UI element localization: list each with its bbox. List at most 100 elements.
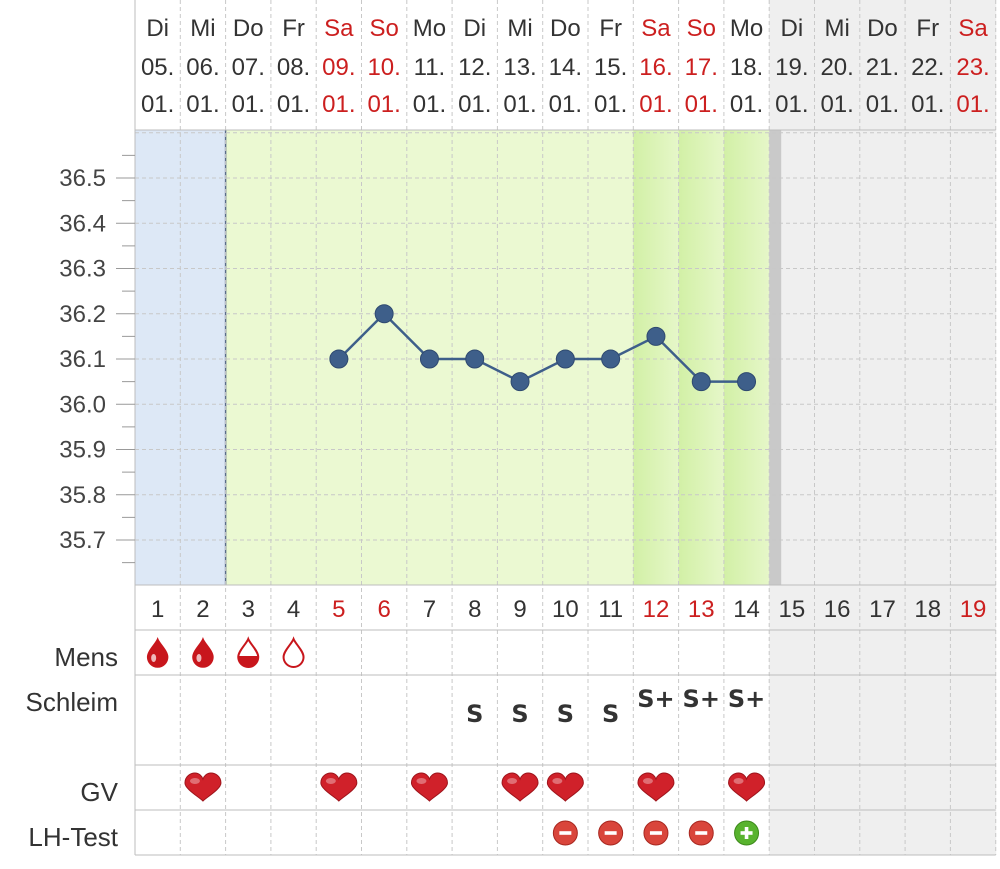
date-header: Di 05. 01. Mi 06. 01. Do 07. 01. Fr 08. 01. Sa 09. 01.… (141, 15, 990, 118)
row-label-lh-test: LH-Test (28, 822, 118, 852)
header-weekday: Mi (190, 15, 215, 42)
header-weekday: Do (867, 15, 898, 42)
header-weekday: Mo (730, 15, 763, 42)
header-month: 01. (186, 91, 219, 118)
header-date: 19. (775, 54, 808, 81)
header-month: 01. (594, 91, 627, 118)
lh-negative-icon (643, 820, 669, 846)
y-tick-label: 36.5 (59, 165, 106, 192)
phase-cell-day-2 (180, 130, 227, 585)
heart-icon (501, 772, 539, 802)
row-labels: Mens Schleim GV LH-Test (26, 642, 119, 852)
header-date: 07. (232, 54, 265, 81)
heart-icon (637, 772, 675, 802)
y-tick-label: 36.2 (59, 301, 106, 328)
temperature-point-day-9[interactable] (510, 372, 530, 392)
row-label-gv: GV (80, 777, 118, 807)
phase-cell-day-14 (723, 130, 770, 585)
cycle-day-number: 19 (960, 596, 987, 623)
header-month: 01. (232, 91, 265, 118)
heart-icon (184, 772, 222, 802)
header-date: 21. (866, 54, 899, 81)
header-weekday: Fr (916, 15, 939, 42)
phase-cell-day-12 (633, 130, 680, 585)
header-date: 08. (277, 54, 310, 81)
header-month: 01. (775, 91, 808, 118)
temperature-point-day-5[interactable] (329, 349, 349, 369)
header-month: 01. (685, 91, 718, 118)
header-date: 22. (911, 54, 944, 81)
header-weekday: Di (146, 15, 169, 42)
y-axis-ticks (116, 154, 135, 564)
header-date: 16. (639, 54, 672, 81)
header-date: 12. (458, 54, 491, 81)
mucus-mark: S (511, 700, 528, 728)
cycle-day-number: 4 (287, 596, 300, 623)
temperature-point-day-10[interactable] (555, 349, 575, 369)
temperature-point-day-7[interactable] (419, 349, 439, 369)
temperature-point-day-12[interactable] (646, 326, 666, 346)
header-date: 10. (367, 54, 400, 81)
lh-test-row (552, 820, 760, 846)
header-weekday: Do (550, 15, 581, 42)
future-row-bg (814, 585, 861, 855)
header-month: 01. (503, 91, 536, 118)
header-date: 17. (685, 54, 718, 81)
header-month: 01. (322, 91, 355, 118)
future-row-bg (859, 585, 906, 855)
y-tick-label: 35.7 (59, 527, 106, 554)
header-date: 11. (414, 54, 446, 81)
lh-positive-icon (734, 820, 760, 846)
gv-row (184, 772, 766, 802)
temperature-series (329, 304, 757, 392)
cycle-day-number: 15 (778, 596, 805, 623)
mens-drop-icon (282, 636, 305, 668)
y-tick-label: 36.4 (59, 210, 106, 237)
cycle-day-number: 10 (552, 596, 579, 623)
temperature-point-day-8[interactable] (465, 349, 485, 369)
mucus-mark: S (557, 700, 574, 728)
header-month: 01. (866, 91, 899, 118)
heart-icon (410, 772, 448, 802)
row-label-schleim: Schleim (26, 687, 118, 717)
future-row-bg (905, 585, 951, 855)
header-weekday: Fr (282, 15, 305, 42)
cycle-day-number: 8 (468, 596, 481, 623)
future-header-bg (950, 0, 997, 130)
header-weekday: Mo (413, 15, 446, 42)
header-weekday: Mi (824, 15, 849, 42)
cycle-day-number: 11 (598, 596, 623, 623)
future-header-bg (814, 0, 861, 130)
header-month: 01. (458, 91, 491, 118)
future-header-bg (905, 0, 951, 130)
temperature-line (337, 311, 747, 384)
cycle-day-number: 1 (151, 596, 164, 623)
header-weekday: Do (233, 15, 264, 42)
phase-cell-day-16 (814, 130, 861, 585)
header-month: 01. (956, 91, 989, 118)
header-weekday: Sa (324, 15, 354, 42)
phase-cell-day-17 (859, 130, 906, 585)
mucus-row: S S S SS+ S+ S+ (466, 685, 765, 728)
header-weekday: Sa (958, 15, 988, 42)
header-weekday: Di (781, 15, 804, 42)
temperature-point-day-14[interactable] (737, 372, 757, 392)
y-tick-label: 36.1 (59, 346, 106, 373)
heart-icon (546, 772, 584, 802)
row-label-mens: Mens (54, 642, 118, 672)
temperature-point-day-6[interactable] (374, 304, 394, 324)
temperature-point-day-11[interactable] (601, 349, 621, 369)
header-date: 23. (956, 54, 989, 81)
temperature-point-day-13[interactable] (691, 372, 711, 392)
header-weekday: Sa (641, 15, 671, 42)
header-date: 13. (503, 54, 536, 81)
cycle-day-number: 6 (377, 596, 390, 623)
phase-cell-day-3 (225, 130, 272, 585)
phase-cell-day-19 (950, 130, 997, 585)
header-month: 01. (141, 91, 174, 118)
header-date: 09. (322, 54, 355, 81)
cycle-day-number: 12 (643, 596, 670, 623)
header-date: 14. (549, 54, 582, 81)
cycle-day-number: 2 (196, 596, 209, 623)
